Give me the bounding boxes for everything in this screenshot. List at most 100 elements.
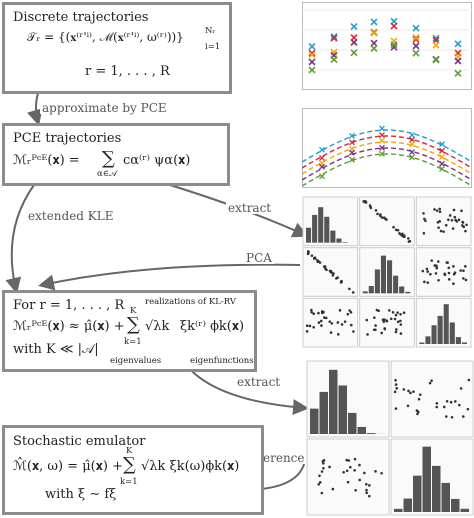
scatter-point	[457, 403, 461, 407]
histogram-bar	[306, 227, 312, 243]
trajectory-point	[350, 22, 358, 31]
scatter-point	[464, 278, 468, 282]
scatter-point	[459, 269, 462, 272]
scatter-point	[409, 391, 412, 395]
histogram-bar	[441, 482, 450, 512]
trajectory-point	[308, 49, 316, 57]
scatter-point	[376, 212, 379, 216]
scatter-point	[382, 320, 386, 323]
label-extended-kle: extended KLE	[26, 209, 116, 223]
scatter-point	[353, 468, 356, 472]
scatter-point	[388, 309, 391, 312]
scatter-point	[383, 318, 386, 321]
scatter-point	[394, 330, 398, 334]
scatter-point	[322, 466, 325, 470]
trajectory-point	[330, 55, 338, 64]
trajectory-point	[439, 165, 445, 172]
scatter-point	[460, 209, 463, 213]
scatter-point	[363, 471, 366, 475]
scatter-point	[317, 321, 321, 324]
extended-kle-box: For r = 1, . . . , R ℳᵣᴾᶜᴱ(𝐱) ≈ μ̂(𝐱) + …	[2, 290, 257, 372]
box4-line3: with ξ ∼ fξ	[45, 487, 117, 502]
scatter-point	[305, 330, 309, 333]
scatter-point	[464, 265, 467, 268]
histogram-bar	[368, 286, 374, 294]
histogram-bar	[329, 369, 338, 434]
scatter-point	[455, 220, 459, 223]
box3-sum-sup: K	[130, 306, 137, 316]
scatter-point	[445, 399, 449, 403]
trajectory-point	[412, 34, 420, 42]
box2-lhs: ℳᵣᴾᶜᴱ(𝐱) =	[13, 153, 80, 168]
scatter-point	[313, 256, 316, 260]
trajectory-point	[308, 66, 316, 74]
scatter-point	[312, 325, 315, 329]
scatter-point	[328, 269, 332, 273]
scatter-point	[406, 404, 410, 408]
histogram-bar	[330, 230, 336, 243]
scatter-point	[365, 318, 369, 322]
trajectory-point	[409, 136, 415, 143]
scatter-point	[351, 291, 355, 294]
scatter-point	[466, 407, 470, 411]
scatter-point	[318, 481, 322, 484]
histogram-bar	[403, 498, 412, 512]
scatter-point	[422, 212, 425, 215]
pairs-cell	[302, 196, 359, 247]
scatter-point	[323, 265, 327, 268]
trajectory-point	[409, 154, 415, 161]
scatter-point	[394, 313, 398, 317]
histogram-bar	[380, 255, 386, 294]
scatter-point	[438, 210, 442, 214]
trajectory-point	[349, 149, 355, 156]
trajectory-point	[370, 39, 378, 47]
scatter-point	[374, 209, 378, 212]
box4-sum-sub: k=1	[120, 477, 138, 487]
trajectory-point	[308, 58, 316, 66]
scatter-point	[439, 229, 443, 233]
scatter-point	[325, 268, 328, 272]
histogram-bar	[357, 426, 366, 434]
scatter-point	[318, 474, 321, 478]
scatter-point	[435, 402, 439, 405]
trajectory-point	[379, 150, 385, 157]
scatter-point	[320, 470, 324, 473]
histogram-bar	[455, 337, 461, 344]
scatter-point	[367, 494, 371, 498]
histogram-bar	[319, 391, 328, 434]
scatter-point	[416, 412, 419, 416]
scatter-point	[346, 312, 350, 316]
histogram-bar	[449, 322, 455, 344]
scatter-point	[407, 389, 410, 393]
label-approximate: approximate by PCE	[40, 101, 169, 115]
trajectory-point	[379, 132, 385, 139]
scatter-point	[450, 218, 454, 222]
histogram-bar	[399, 286, 405, 294]
box1-formula: 𝒯ᵣ = {(𝐱⁽ʳ'ⁱ⁾, ℳ(𝐱⁽ʳ'ⁱ⁾, ω⁽ʳ⁾))}	[27, 30, 184, 44]
histogram-bar	[451, 498, 460, 512]
scatter-point	[467, 378, 471, 382]
scatter-point	[329, 331, 333, 334]
arrow-pca	[38, 263, 301, 291]
annotation-eigenvalues: eigenvalues	[110, 356, 162, 366]
histogram-bar	[460, 508, 469, 512]
scatter-point	[348, 309, 351, 312]
trajectory-point	[379, 137, 385, 144]
trajectory-point	[409, 141, 415, 148]
histogram-bar	[425, 336, 431, 344]
discrete-trajectories-box: Discrete trajectories 𝒯ᵣ = {(𝐱⁽ʳ'ⁱ⁾, ℳ(𝐱…	[2, 2, 232, 94]
trajectory-point	[308, 42, 316, 51]
scatter-point	[436, 260, 440, 263]
scatter-point	[402, 388, 406, 391]
box3-xi: ξk⁽ʳ⁾ ϕk(𝐱)	[180, 319, 245, 334]
scatter-point	[437, 226, 440, 229]
box3-lhs: ℳᵣᴾᶜᴱ(𝐱) ≈ μ̂(𝐱) +	[13, 319, 125, 334]
arrow-approximate	[27, 92, 43, 126]
scatter-point	[368, 204, 372, 207]
scatter-point	[454, 400, 457, 403]
scatter-point	[312, 312, 316, 316]
trajectory-point	[412, 35, 420, 43]
scatter-point	[422, 232, 426, 235]
arrow-extended-kle	[5, 184, 35, 294]
trajectory-point	[350, 49, 358, 57]
